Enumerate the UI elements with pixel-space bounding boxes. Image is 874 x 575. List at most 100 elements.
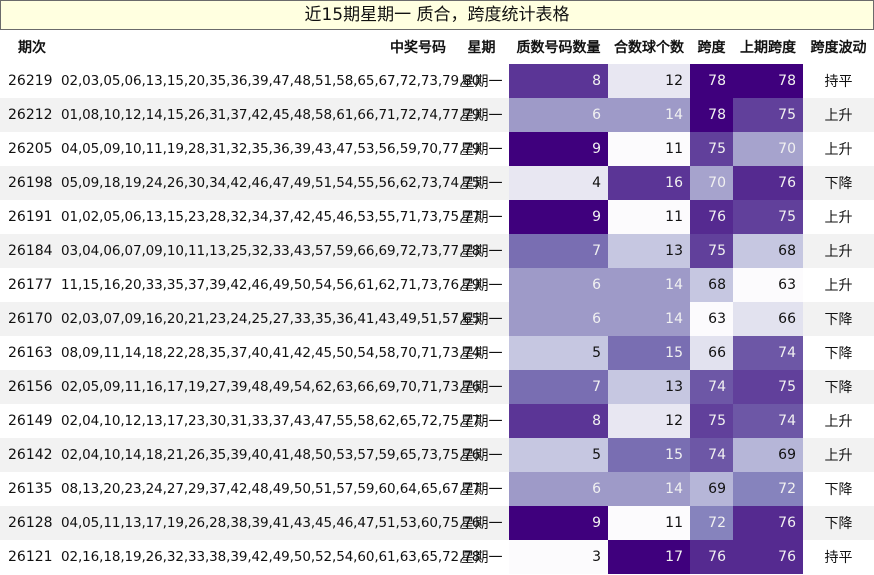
cell-prev-span: 69 [733,438,803,472]
cell-prime-count: 6 [509,98,608,132]
cell-prime-count: 9 [509,132,608,166]
cell-span-trend: 上升 [803,404,874,438]
cell-composite-count: 16 [608,166,690,200]
cell-span: 63 [690,302,733,336]
cell-prev-span: 63 [733,268,803,302]
cell-prev-span: 72 [733,472,803,506]
table-row: 26170 02,03,07,09,16,20,21,23,24,25,27,33… [0,302,874,336]
cell-span-trend: 下降 [803,370,874,404]
table-row: 26212 01,08,10,12,14,15,26,31,37,42,45,48… [0,98,874,132]
cell-winning-numbers: 04,05,11,13,17,19,26,28,38,39,41,43,45,4… [55,506,480,540]
cell-weekday: 星期一 [454,166,509,200]
header-composite-count: 合数球个数 [608,30,690,64]
cell-span-trend: 上升 [803,268,874,302]
cell-prev-span: 76 [733,540,803,574]
cell-composite-count: 11 [608,132,690,166]
header-span-trend: 跨度波动 [803,30,874,64]
cell-prev-span: 76 [733,166,803,200]
cell-issue: 26170 [0,302,55,336]
cell-span-trend: 下降 [803,166,874,200]
cell-winning-numbers: 11,15,16,20,33,35,37,39,42,46,49,50,54,5… [55,268,480,302]
header-weekday: 星期 [454,30,509,64]
cell-span: 75 [690,132,733,166]
cell-span-trend: 下降 [803,472,874,506]
cell-prime-count: 5 [509,336,608,370]
table-row: 26191 01,02,05,06,13,15,23,28,32,34,37,42… [0,200,874,234]
cell-composite-count: 14 [608,472,690,506]
cell-span: 66 [690,336,733,370]
cell-prime-count: 6 [509,268,608,302]
cell-winning-numbers: 01,02,05,06,13,15,23,28,32,34,37,42,45,4… [55,200,480,234]
cell-weekday: 星期一 [454,200,509,234]
cell-weekday: 星期一 [454,404,509,438]
cell-prev-span: 78 [733,64,803,98]
cell-winning-numbers: 02,04,10,14,18,21,26,35,39,40,41,48,50,5… [55,438,480,472]
cell-prime-count: 8 [509,404,608,438]
cell-composite-count: 11 [608,200,690,234]
cell-span: 69 [690,472,733,506]
cell-winning-numbers: 02,05,09,11,16,17,19,27,39,48,49,54,62,6… [55,370,480,404]
cell-winning-numbers: 02,03,07,09,16,20,21,23,24,25,27,33,35,3… [55,302,480,336]
cell-span: 75 [690,234,733,268]
cell-issue: 26163 [0,336,55,370]
cell-composite-count: 15 [608,336,690,370]
cell-weekday: 星期一 [454,370,509,404]
cell-winning-numbers: 08,13,20,23,24,27,29,37,42,48,49,50,51,5… [55,472,480,506]
cell-span-trend: 持平 [803,540,874,574]
cell-weekday: 星期一 [454,132,509,166]
cell-prime-count: 7 [509,370,608,404]
cell-prime-count: 6 [509,302,608,336]
cell-prime-count: 8 [509,64,608,98]
cell-composite-count: 15 [608,438,690,472]
cell-weekday: 星期一 [454,506,509,540]
cell-prime-count: 9 [509,506,608,540]
cell-composite-count: 12 [608,64,690,98]
cell-span: 74 [690,370,733,404]
table-body: 26219 02,03,05,06,13,15,20,35,36,39,47,48… [0,64,874,574]
cell-weekday: 星期一 [454,472,509,506]
cell-issue: 26121 [0,540,55,574]
cell-span-trend: 上升 [803,200,874,234]
cell-winning-numbers: 02,03,05,06,13,15,20,35,36,39,47,48,51,5… [55,64,480,98]
cell-weekday: 星期一 [454,336,509,370]
cell-span: 68 [690,268,733,302]
cell-composite-count: 11 [608,506,690,540]
cell-span: 76 [690,200,733,234]
cell-issue: 26177 [0,268,55,302]
cell-composite-count: 12 [608,404,690,438]
header-numbers: 中奖号码 [55,30,454,64]
cell-weekday: 星期一 [454,64,509,98]
cell-issue: 26142 [0,438,55,472]
cell-weekday: 星期一 [454,302,509,336]
cell-issue: 26212 [0,98,55,132]
cell-weekday: 星期一 [454,234,509,268]
table-row: 26205 04,05,09,10,11,19,28,31,32,35,36,39… [0,132,874,166]
table-row: 26177 11,15,16,20,33,35,37,39,42,46,49,50… [0,268,874,302]
cell-issue: 26135 [0,472,55,506]
cell-weekday: 星期一 [454,540,509,574]
cell-prev-span: 76 [733,506,803,540]
cell-composite-count: 14 [608,268,690,302]
table-row: 26156 02,05,09,11,16,17,19,27,39,48,49,54… [0,370,874,404]
cell-issue: 26156 [0,370,55,404]
cell-prime-count: 5 [509,438,608,472]
cell-composite-count: 13 [608,370,690,404]
cell-prime-count: 6 [509,472,608,506]
cell-span: 72 [690,506,733,540]
cell-span-trend: 上升 [803,132,874,166]
cell-issue: 26191 [0,200,55,234]
cell-winning-numbers: 01,08,10,12,14,15,26,31,37,42,45,48,58,6… [55,98,480,132]
cell-span: 78 [690,98,733,132]
table-row: 26121 02,16,18,19,26,32,33,38,39,42,49,50… [0,540,874,574]
cell-prev-span: 75 [733,200,803,234]
table-row: 26149 02,04,10,12,13,17,23,30,31,33,37,43… [0,404,874,438]
cell-span-trend: 上升 [803,438,874,472]
header-prev-span: 上期跨度 [733,30,803,64]
cell-span-trend: 持平 [803,64,874,98]
cell-prev-span: 66 [733,302,803,336]
cell-span-trend: 上升 [803,234,874,268]
table-row: 26184 03,04,06,07,09,10,11,13,25,32,33,43… [0,234,874,268]
cell-composite-count: 14 [608,302,690,336]
cell-composite-count: 14 [608,98,690,132]
